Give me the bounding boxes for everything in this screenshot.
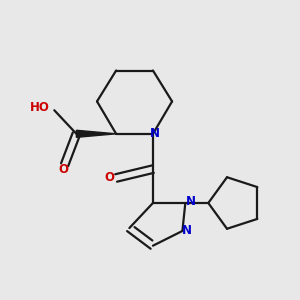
- Text: O: O: [58, 163, 68, 176]
- Text: HO: HO: [30, 101, 50, 114]
- Text: N: N: [182, 224, 192, 238]
- Text: O: O: [105, 172, 115, 184]
- Polygon shape: [76, 130, 116, 137]
- Text: N: N: [149, 127, 159, 140]
- Text: N: N: [186, 195, 196, 208]
